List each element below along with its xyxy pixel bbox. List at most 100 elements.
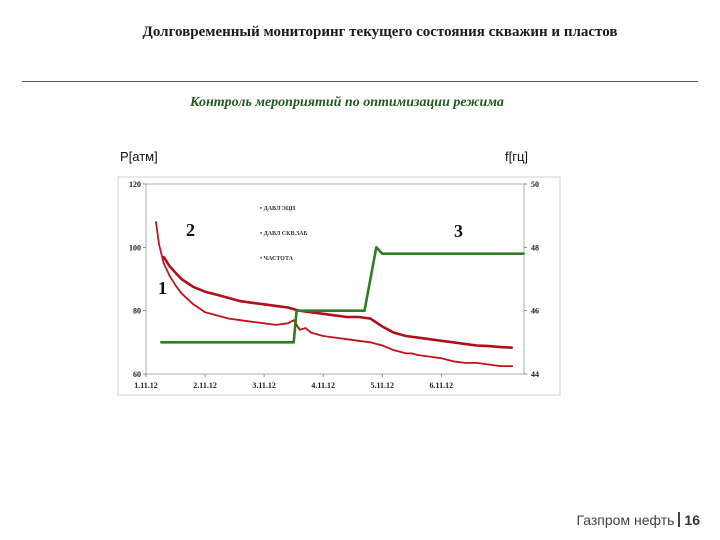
data-point: [192, 286, 195, 288]
data-point: [227, 317, 230, 320]
data-point: [345, 316, 348, 318]
data-point: [416, 354, 419, 356]
data-point: [375, 246, 378, 249]
data-point: [180, 278, 183, 280]
annotation-label: 1: [158, 278, 167, 298]
data-point: [216, 293, 218, 296]
data-point: [168, 265, 171, 268]
data-point: [487, 345, 490, 347]
data-point: [322, 312, 325, 315]
plot-area: [145, 183, 525, 375]
y-left-tick-label: 60: [133, 370, 141, 379]
footer-company: Газпром нефть: [576, 512, 675, 528]
data-point: [381, 325, 384, 328]
data-point: [405, 352, 407, 355]
data-point: [292, 319, 295, 322]
data-point: [393, 349, 395, 352]
data-point: [174, 284, 177, 287]
data-point: [158, 243, 160, 246]
data-point: [275, 305, 277, 307]
data-point: [162, 255, 165, 258]
data-point: [475, 362, 478, 364]
data-point: [239, 300, 242, 303]
x-tick-label: 2.11.12: [193, 381, 217, 390]
series-line: [162, 256, 513, 349]
footer-separator: [678, 512, 681, 527]
data-point: [204, 311, 207, 314]
data-point: [316, 333, 319, 336]
legend-entry: • ЧАСТОТА: [260, 256, 294, 262]
y-left-tick-label: 100: [129, 243, 141, 252]
data-point: [192, 303, 195, 306]
x-tick-label: 6.11.12: [430, 381, 454, 390]
data-point: [357, 316, 360, 318]
data-point: [369, 317, 372, 320]
page-number: 16: [684, 512, 700, 528]
data-point: [440, 357, 443, 360]
data-point: [275, 324, 277, 326]
data-point: [159, 341, 162, 344]
data-point: [440, 339, 443, 342]
legend-entry: • ДАВЛ СКВ.ЗАБ: [260, 231, 307, 237]
data-point: [239, 319, 242, 322]
data-point: [416, 336, 419, 339]
data-point: [204, 290, 207, 293]
title-divider: [22, 81, 698, 82]
data-point: [405, 335, 407, 337]
y-left-tick-label: 120: [129, 180, 141, 189]
data-point: [523, 252, 525, 255]
data-point: [298, 328, 301, 331]
data-point: [345, 338, 348, 341]
x-tick-label: 1.11.12: [134, 381, 158, 390]
data-point: [216, 314, 218, 317]
data-point: [263, 303, 265, 306]
data-point: [452, 341, 454, 344]
y-left-tick-label: 80: [133, 307, 141, 316]
data-point: [428, 355, 431, 358]
chart-frame: [117, 176, 561, 396]
data-point: [410, 352, 413, 355]
data-point: [292, 341, 295, 344]
data-point: [155, 221, 157, 223]
data-point: [334, 336, 336, 339]
data-point: [227, 297, 230, 299]
data-point: [251, 320, 254, 323]
data-point: [511, 346, 514, 349]
data-point: [295, 309, 298, 312]
data-point: [286, 306, 289, 309]
footer: Газпром нефть 16: [576, 512, 700, 528]
data-point: [304, 327, 307, 329]
x-tick-label: 3.11.12: [252, 381, 276, 390]
data-point: [251, 301, 254, 304]
data-point: [511, 365, 514, 367]
data-point: [393, 331, 395, 334]
data-point: [452, 360, 454, 363]
slide-subtitle: Контроль мероприятий по оптимизации режи…: [190, 95, 504, 110]
annotation-label: 3: [454, 221, 463, 241]
data-point: [369, 341, 372, 344]
data-point: [475, 344, 478, 347]
slide-title: Долговременный мониторинг текущего состо…: [142, 24, 618, 40]
data-point: [286, 322, 289, 325]
data-point: [464, 343, 466, 345]
y-right-tick-label: 48: [531, 243, 539, 252]
x-tick-label: 5.11.12: [370, 381, 394, 390]
data-point: [399, 350, 401, 353]
data-point: [180, 292, 183, 295]
data-point: [381, 344, 384, 347]
data-point: [162, 262, 165, 265]
left-axis-label: P[атм]: [120, 149, 158, 164]
annotation-label: 2: [186, 220, 195, 240]
y-right-tick-label: 50: [531, 180, 539, 189]
data-point: [310, 331, 313, 334]
data-point: [499, 365, 502, 367]
y-right-tick-label: 46: [531, 307, 539, 316]
legend-entry: • ДАВЛ ЭЦН: [260, 206, 296, 212]
x-tick-label: 4.11.12: [311, 381, 335, 390]
y-right-tick-label: 44: [531, 370, 539, 379]
data-point: [263, 322, 265, 325]
data-point: [168, 274, 171, 277]
right-axis-label: f[гц]: [505, 149, 528, 164]
data-point: [357, 339, 360, 342]
